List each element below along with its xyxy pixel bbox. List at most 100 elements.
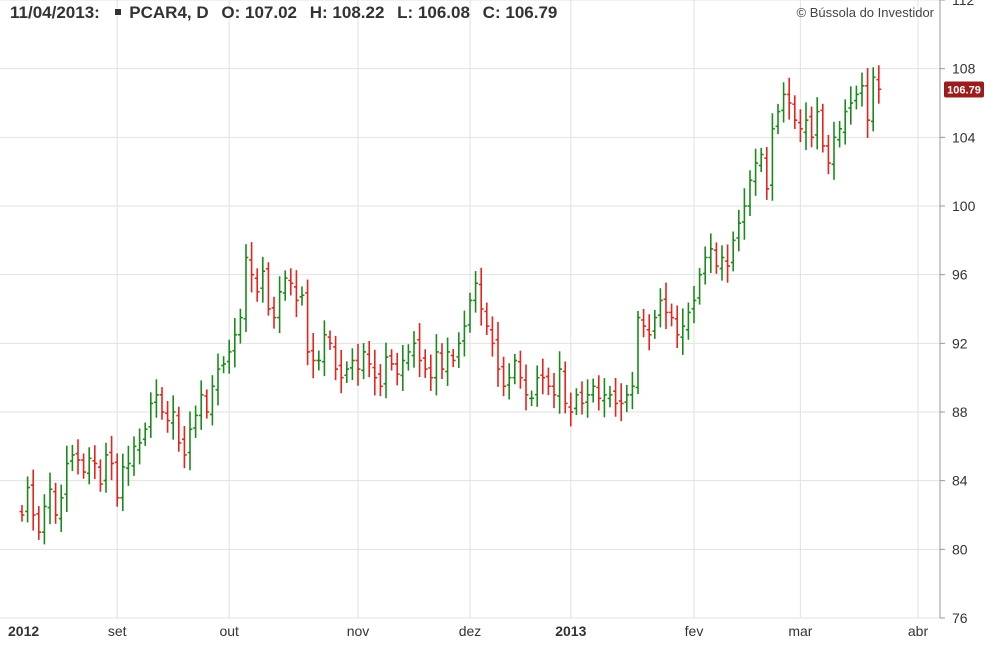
ohlc-bar: [663, 282, 669, 330]
ohlc-bar: [36, 506, 42, 540]
ohlc-bar: [775, 103, 781, 135]
ohlc-bar: [355, 343, 361, 386]
ohlc-bar: [215, 353, 221, 406]
ohlc-header: 11/04/2013: PCAR4, D O: 107.02 H: 108.22…: [10, 3, 557, 23]
ohlc-bar: [484, 302, 490, 336]
open-label: O:: [221, 3, 241, 22]
ohlc-bar: [226, 339, 232, 374]
ohlc-bar: [814, 97, 820, 150]
ohlc-bar: [394, 352, 400, 386]
ohlc-bar: [92, 445, 98, 480]
x-tick-label: abr: [908, 623, 929, 639]
ohlc-bar: [826, 134, 831, 175]
ohlc-bar: [546, 367, 551, 396]
ohlc-bar: [596, 375, 602, 411]
ohlc-bar: [658, 288, 663, 328]
price-bars: [19, 65, 882, 545]
x-tick-label: 2012: [8, 623, 39, 639]
y-tick-label: 96: [952, 267, 968, 283]
open-value: 107.02: [245, 3, 297, 22]
ohlc-bar: [809, 106, 814, 148]
ohlc-bar: [25, 476, 30, 523]
ohlc-bar: [590, 378, 596, 403]
ohlc-bar: [490, 316, 495, 357]
x-tick-label: nov: [347, 623, 370, 639]
ohlc-bar: [42, 494, 47, 545]
ohlc-bar: [221, 356, 226, 374]
ohlc-bar: [456, 332, 462, 368]
ohlc-bar: [450, 348, 456, 368]
ohlc-bar: [781, 82, 786, 123]
ohlc-bar: [170, 395, 176, 440]
ohlc-bar: [540, 358, 546, 395]
x-tick-label: mar: [788, 623, 812, 639]
ohlc-bar: [299, 286, 305, 306]
ohlc-bar: [674, 305, 680, 349]
ohlc-bar: [501, 356, 506, 397]
y-axis: 76 80 84 88 92 96 100 104 108 112: [939, 0, 976, 626]
ohlc-bar: [260, 256, 266, 303]
ohlc-bar: [602, 378, 607, 418]
ohlc-bar: [792, 95, 798, 130]
ohlc-bar: [378, 364, 383, 397]
y-tick-label: 80: [952, 541, 968, 557]
ohlc-bar: [876, 65, 882, 104]
ohlc-bar: [820, 103, 826, 153]
close-value: 106.79: [505, 3, 558, 22]
ohlc-bar: [798, 109, 803, 143]
ohlc-bar: [562, 361, 568, 414]
ohlc-bar: [557, 351, 562, 414]
ohlc-bar: [842, 99, 848, 145]
ohlc-bar: [770, 113, 775, 201]
y-tick-label: 84: [952, 473, 968, 489]
ohlc-bar: [747, 170, 753, 216]
ohlc-bar: [422, 349, 428, 378]
ohlc-bar: [635, 310, 641, 395]
ohlc-bar: [512, 353, 518, 385]
low-value: 106.08: [417, 3, 470, 22]
ohlc-bar: [439, 343, 445, 380]
ohlc-bar: [434, 334, 439, 396]
ohlc-bar: [193, 405, 198, 438]
ohlc-bar: [254, 268, 260, 302]
high-label: H:: [309, 3, 328, 22]
ohlc-bar: [859, 72, 865, 107]
ohlc-bar: [574, 388, 579, 416]
ohlc-bar: [708, 233, 714, 274]
ohlc-bar: [411, 331, 417, 368]
ohlc-bar: [288, 268, 294, 296]
ohlc-bar: [803, 102, 809, 151]
ohlc-bar: [467, 292, 473, 333]
last-price-label: 106.79: [947, 84, 981, 96]
ohlc-bar: [187, 411, 193, 471]
ohlc-bar: [109, 435, 114, 481]
ohlc-bar: [585, 379, 590, 418]
y-tick-label: 100: [952, 198, 976, 214]
ohlc-bar: [758, 147, 764, 173]
ohlc-bar: [848, 86, 854, 125]
ohlc-bar: [518, 350, 523, 389]
y-tick-label: 112: [952, 0, 975, 8]
ohlc-bar: [282, 270, 288, 301]
ohlc-bar: [506, 363, 512, 400]
ohlc-bar: [462, 310, 467, 357]
ohlc-bar: [613, 377, 618, 417]
ohlc-bar: [736, 209, 742, 252]
ohlc-bar: [473, 271, 478, 313]
ohlc-bar: [350, 348, 355, 381]
last-price-tag: 106.79: [944, 81, 984, 98]
ohlc-bar: [19, 504, 25, 522]
ohlc-bar: [266, 262, 271, 316]
ohlc-bar: [719, 245, 725, 281]
x-tick-label: dez: [459, 623, 482, 639]
ohlc-bar: [837, 121, 842, 148]
ohlc-bar: [47, 472, 53, 525]
ohlc-bar: [786, 77, 792, 120]
ohlc-bar: [383, 342, 389, 399]
ohlc-bar: [232, 318, 238, 368]
ohlc-bar: [333, 335, 338, 381]
ohlc-bar: [310, 332, 316, 379]
ohlc-bar: [428, 354, 434, 391]
ohlc-bar: [30, 469, 36, 531]
